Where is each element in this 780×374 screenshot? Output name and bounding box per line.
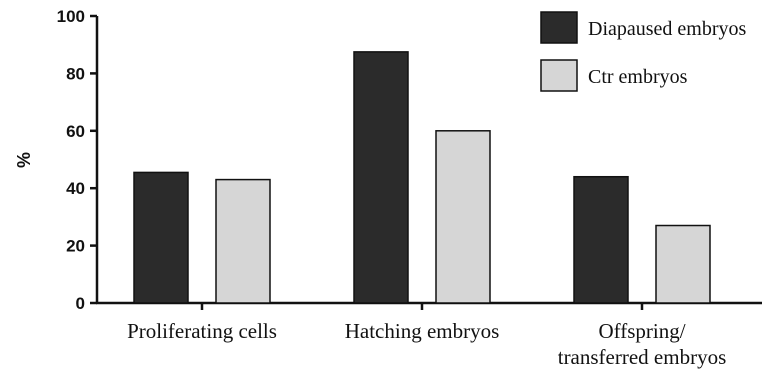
category-label: Proliferating cells	[127, 319, 277, 343]
bar-diapaused	[353, 51, 409, 304]
y-axis: 0 20 40 60 80 100	[57, 7, 99, 313]
y-tick-label: 20	[66, 237, 85, 256]
y-tick-label: 0	[76, 294, 85, 313]
legend-label: Ctr embryos	[588, 66, 688, 88]
y-axis-title: %	[14, 152, 34, 168]
legend: Diapaused embryos Ctr embryos	[540, 11, 747, 92]
bar-ctr	[655, 224, 711, 304]
category-labels: Proliferating cells Hatching embryos Offsp…	[127, 319, 726, 369]
y-tick-label: 60	[66, 122, 85, 141]
x-ticks	[200, 303, 644, 310]
y-tick-label: 40	[66, 179, 85, 198]
legend-swatch	[540, 11, 578, 44]
bars	[133, 51, 711, 304]
legend-swatch	[540, 59, 578, 92]
y-ticks: 0 20 40 60 80 100	[57, 7, 97, 313]
bar-ctr	[435, 130, 491, 304]
category-label: transferred embryos	[558, 345, 727, 369]
category-label: Hatching embryos	[345, 319, 500, 343]
legend-label: Diapaused embryos	[588, 18, 747, 40]
bar-diapaused	[573, 175, 629, 304]
y-tick-label: 80	[66, 64, 85, 83]
x-axis	[96, 301, 762, 310]
bar-diapaused	[133, 171, 189, 304]
category-label: Offspring/	[598, 319, 685, 343]
bar-ctr	[215, 178, 271, 304]
y-tick-label: 100	[57, 7, 85, 26]
